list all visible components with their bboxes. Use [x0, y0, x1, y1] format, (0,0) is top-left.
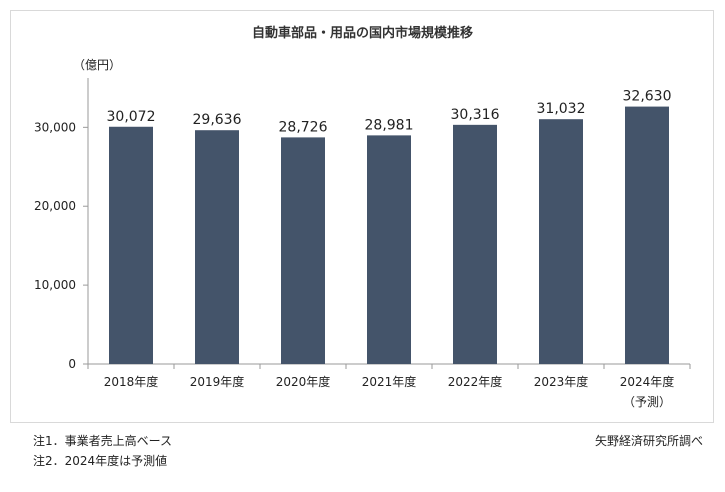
footnote-1: 注1．事業者売上高ベース — [33, 434, 173, 448]
bar — [109, 126, 153, 364]
x-category-sublabel: （予測） — [623, 395, 671, 409]
bar-value-label: 28,726 — [279, 119, 328, 135]
y-tick-label: 0 — [68, 357, 76, 371]
y-tick-label: 20,000 — [34, 199, 76, 213]
bar — [453, 124, 497, 364]
bar-value-label: 29,636 — [193, 112, 242, 128]
bar — [539, 119, 583, 364]
bar-value-label: 32,630 — [623, 89, 672, 105]
bar — [367, 135, 411, 364]
chart-frame — [10, 10, 714, 423]
bar — [281, 137, 325, 364]
y-tick-label: 30,000 — [34, 120, 76, 134]
chart-title: 自動車部品・用品の国内市場規模推移 — [251, 26, 473, 41]
x-category-label: 2022年度 — [448, 374, 503, 389]
source-credit: 矢野経済研究所調べ — [594, 434, 703, 448]
chart-labels: 0 10,000 20,000 30,000 30,072 2018年度 29,636 201… — [34, 89, 674, 409]
x-category-label: 2021年度 — [362, 374, 417, 389]
y-tick-label: 10,000 — [34, 278, 76, 292]
bar-chart: 0 10,000 20,000 30,000 30,072 2018年度 29,636 201… — [34, 78, 691, 409]
x-category-label: 2024年度 — [620, 374, 675, 389]
x-category-label: 2018年度 — [104, 374, 159, 389]
x-category-label: 2019年度 — [190, 374, 245, 389]
bar-value-label: 30,316 — [451, 107, 500, 123]
bar — [625, 106, 669, 364]
x-category-label: 2023年度 — [534, 374, 589, 389]
footnote-2: 注2．2024年度は予測値 — [33, 454, 168, 468]
bar-value-label: 28,981 — [365, 117, 414, 133]
x-category-label: 2020年度 — [276, 374, 331, 389]
bar — [195, 130, 239, 364]
y-axis-unit-label: （億円） — [73, 58, 122, 72]
bar-value-label: 30,072 — [107, 109, 156, 125]
bar-value-label: 31,032 — [537, 101, 586, 117]
chart-bars — [109, 106, 669, 364]
